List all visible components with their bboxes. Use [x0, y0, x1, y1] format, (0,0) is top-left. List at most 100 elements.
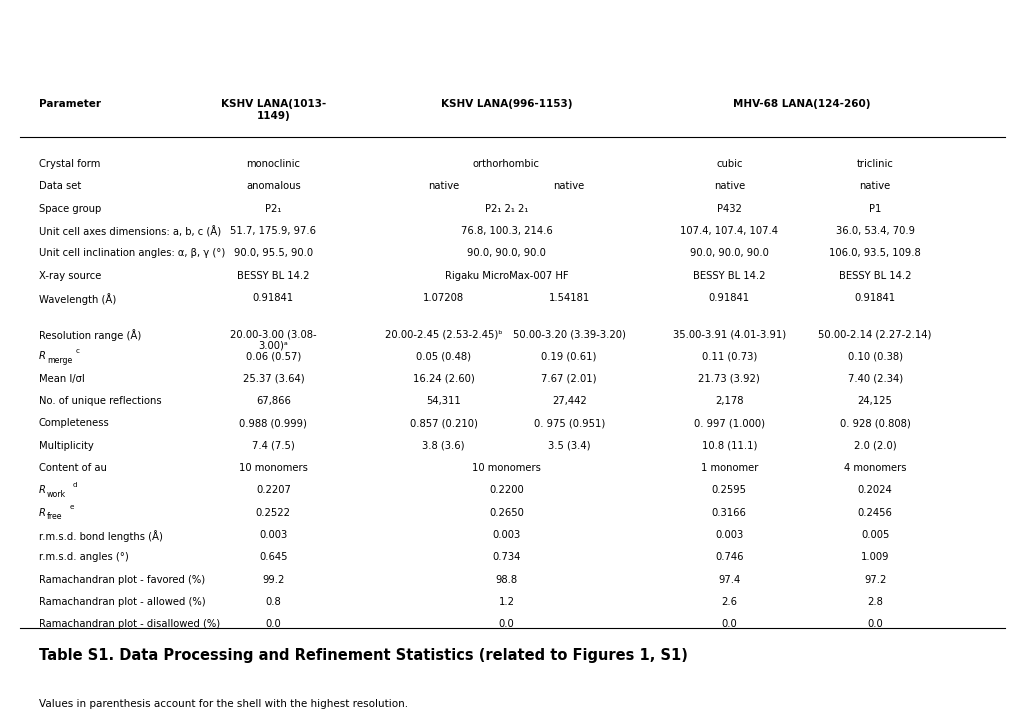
- Text: Wavelength (Å): Wavelength (Å): [39, 293, 116, 305]
- Text: P1: P1: [868, 204, 880, 214]
- Text: Unit cell inclination angles: α, β, γ (°): Unit cell inclination angles: α, β, γ (°…: [39, 248, 225, 258]
- Text: 2.6: 2.6: [720, 597, 737, 607]
- Text: X-ray source: X-ray source: [39, 271, 101, 281]
- Text: 0.645: 0.645: [259, 552, 287, 562]
- Text: r.m.s.d. bond lengths (Å): r.m.s.d. bond lengths (Å): [39, 530, 162, 542]
- Text: Content of au: Content of au: [39, 463, 107, 473]
- Text: 0.8: 0.8: [265, 597, 281, 607]
- Text: 97.4: 97.4: [717, 575, 740, 585]
- Text: KSHV LANA(996-1153): KSHV LANA(996-1153): [440, 99, 572, 109]
- Text: 0.91841: 0.91841: [253, 293, 293, 303]
- Text: 27,442: 27,442: [551, 396, 586, 406]
- Text: 0. 928 (0.808): 0. 928 (0.808): [839, 418, 910, 428]
- Text: 0.2522: 0.2522: [256, 508, 290, 518]
- Text: 107.4, 107.4, 107.4: 107.4, 107.4, 107.4: [680, 226, 777, 236]
- Text: BESSY BL 14.2: BESSY BL 14.2: [692, 271, 765, 281]
- Text: No. of unique reflections: No. of unique reflections: [39, 396, 161, 406]
- Text: 51.7, 175.9, 97.6: 51.7, 175.9, 97.6: [230, 226, 316, 236]
- Text: 3.5 (3.4): 3.5 (3.4): [547, 441, 590, 451]
- Text: 90.0, 90.0, 90.0: 90.0, 90.0, 90.0: [689, 248, 768, 258]
- Text: 10.8 (11.1): 10.8 (11.1): [701, 441, 756, 451]
- Text: 0.0: 0.0: [866, 619, 882, 629]
- Text: native: native: [713, 181, 744, 192]
- Text: r.m.s.d. angles (°): r.m.s.d. angles (°): [39, 552, 128, 562]
- Text: free: free: [47, 512, 62, 521]
- Text: Multiplicity: Multiplicity: [39, 441, 94, 451]
- Text: 90.0, 95.5, 90.0: 90.0, 95.5, 90.0: [233, 248, 313, 258]
- Text: Ramachandran plot - disallowed (%): Ramachandran plot - disallowed (%): [39, 619, 220, 629]
- Text: 3.8 (3.6): 3.8 (3.6): [422, 441, 465, 451]
- Text: 2.0 (2.0): 2.0 (2.0): [853, 441, 896, 451]
- Text: 106.0, 93.5, 109.8: 106.0, 93.5, 109.8: [828, 248, 920, 258]
- Text: Table S1. Data Processing and Refinement Statistics (related to Figures 1, S1): Table S1. Data Processing and Refinement…: [39, 648, 687, 663]
- Text: 21.73 (3.92): 21.73 (3.92): [698, 374, 759, 384]
- Text: c: c: [75, 348, 79, 354]
- Text: 0.2456: 0.2456: [857, 508, 892, 518]
- Text: work: work: [47, 490, 66, 499]
- Text: 0.0: 0.0: [720, 619, 737, 629]
- Text: 20.00-2.45 (2.53-2.45)ᵇ: 20.00-2.45 (2.53-2.45)ᵇ: [384, 329, 502, 339]
- Text: e: e: [69, 504, 73, 510]
- Text: 0.3166: 0.3166: [711, 508, 746, 518]
- Text: 0.0: 0.0: [498, 619, 514, 629]
- Text: 0.003: 0.003: [492, 530, 520, 540]
- Text: 35.00-3.91 (4.01-3.91): 35.00-3.91 (4.01-3.91): [673, 329, 785, 339]
- Text: 20.00-3.00 (3.08-
3.00)ᵃ: 20.00-3.00 (3.08- 3.00)ᵃ: [230, 329, 316, 351]
- Text: 50.00-3.20 (3.39-3.20): 50.00-3.20 (3.39-3.20): [513, 329, 625, 339]
- Text: 0.05 (0.48): 0.05 (0.48): [416, 351, 471, 361]
- Text: 7.40 (2.34): 7.40 (2.34): [847, 374, 902, 384]
- Text: Mean I/σI: Mean I/σI: [39, 374, 85, 384]
- Text: 0.988 (0.999): 0.988 (0.999): [239, 418, 307, 428]
- Text: 1.009: 1.009: [860, 552, 889, 562]
- Text: 0. 997 (1.000): 0. 997 (1.000): [693, 418, 764, 428]
- Text: 7.4 (7.5): 7.4 (7.5): [252, 441, 294, 451]
- Text: Values in parenthesis account for the shell with the highest resolution.: Values in parenthesis account for the sh…: [39, 698, 408, 708]
- Text: 90.0, 90.0, 90.0: 90.0, 90.0, 90.0: [467, 248, 545, 258]
- Text: d: d: [72, 482, 77, 487]
- Text: 16.24 (2.60): 16.24 (2.60): [413, 374, 474, 384]
- Text: 0.2207: 0.2207: [256, 485, 290, 495]
- Text: orthorhombic: orthorhombic: [473, 159, 539, 169]
- Text: native: native: [553, 181, 584, 192]
- Text: R: R: [39, 508, 46, 518]
- Text: 0.2595: 0.2595: [711, 485, 746, 495]
- Text: P2₁: P2₁: [265, 204, 281, 214]
- Text: 54,311: 54,311: [426, 396, 461, 406]
- Text: Ramachandran plot - allowed (%): Ramachandran plot - allowed (%): [39, 597, 205, 607]
- Text: 0.857 (0.210): 0.857 (0.210): [410, 418, 477, 428]
- Text: Space group: Space group: [39, 204, 101, 214]
- Text: triclinic: triclinic: [856, 159, 893, 169]
- Text: Data set: Data set: [39, 181, 81, 192]
- Text: merge: merge: [47, 356, 72, 365]
- Text: native: native: [859, 181, 890, 192]
- Text: 0.746: 0.746: [714, 552, 743, 562]
- Text: 0. 975 (0.951): 0. 975 (0.951): [533, 418, 604, 428]
- Text: 1.07208: 1.07208: [423, 293, 464, 303]
- Text: 0.19 (0.61): 0.19 (0.61): [541, 351, 596, 361]
- Text: P2₁ 2₁ 2₁: P2₁ 2₁ 2₁: [484, 204, 528, 214]
- Text: R: R: [39, 485, 46, 495]
- Text: P432: P432: [716, 204, 741, 214]
- Text: anomalous: anomalous: [246, 181, 301, 192]
- Text: MHV-68 LANA(124-260): MHV-68 LANA(124-260): [733, 99, 870, 109]
- Text: 0.91841: 0.91841: [854, 293, 895, 303]
- Text: 25.37 (3.64): 25.37 (3.64): [243, 374, 304, 384]
- Text: 7.67 (2.01): 7.67 (2.01): [541, 374, 596, 384]
- Text: 2.8: 2.8: [866, 597, 882, 607]
- Text: 50.00-2.14 (2.27-2.14): 50.00-2.14 (2.27-2.14): [817, 329, 931, 339]
- Text: 4 monomers: 4 monomers: [843, 463, 906, 473]
- Text: Ramachandran plot - favored (%): Ramachandran plot - favored (%): [39, 575, 205, 585]
- Text: 10 monomers: 10 monomers: [238, 463, 308, 473]
- Text: 0.11 (0.73): 0.11 (0.73): [701, 351, 756, 361]
- Text: 2,178: 2,178: [714, 396, 743, 406]
- Text: BESSY BL 14.2: BESSY BL 14.2: [838, 271, 911, 281]
- Text: 98.8: 98.8: [495, 575, 517, 585]
- Text: Resolution range (Å): Resolution range (Å): [39, 329, 141, 341]
- Text: 0.10 (0.38): 0.10 (0.38): [847, 351, 902, 361]
- Text: 76.8, 100.3, 214.6: 76.8, 100.3, 214.6: [461, 226, 551, 236]
- Text: cubic: cubic: [715, 159, 742, 169]
- Text: BESSY BL 14.2: BESSY BL 14.2: [236, 271, 310, 281]
- Text: Rigaku MicroMax-007 HF: Rigaku MicroMax-007 HF: [444, 271, 568, 281]
- Text: 0.003: 0.003: [259, 530, 287, 540]
- Text: Parameter: Parameter: [39, 99, 101, 109]
